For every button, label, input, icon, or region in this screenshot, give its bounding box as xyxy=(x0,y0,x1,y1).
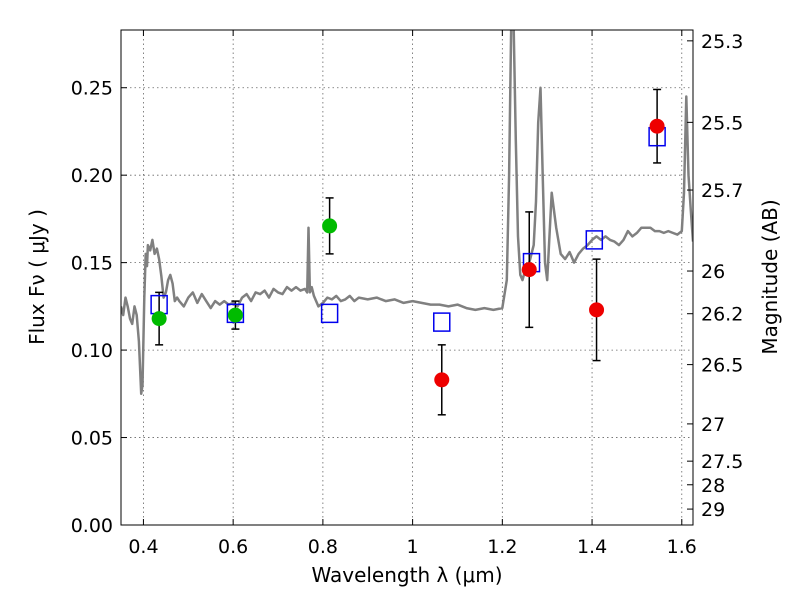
mag-tick-label: 26.2 xyxy=(701,304,743,326)
model-spectrum-line xyxy=(121,30,693,396)
green-data-point xyxy=(227,307,243,323)
mag-tick-label: 29 xyxy=(701,499,725,521)
plot-area xyxy=(121,30,693,416)
x-tick-label: 0.8 xyxy=(308,536,338,558)
green-data-point xyxy=(322,218,338,234)
mag-tick-label: 27 xyxy=(701,414,725,436)
x-tick-label: 0.4 xyxy=(128,536,158,558)
x-axis-title: Wavelength λ (μm) xyxy=(311,563,502,587)
grid xyxy=(121,30,693,526)
y-tick-label: 0.00 xyxy=(71,515,113,537)
mag-tick-label: 26 xyxy=(701,261,725,283)
x-tick-label: 1.2 xyxy=(487,536,517,558)
red-data-point xyxy=(434,372,450,388)
y-tick-label: 0.20 xyxy=(71,165,113,187)
axis-ticks: 0.4 0.6 0.8 1 1.2 1.4 1.6 0.00 0.05 0.10 0.15 0.20 0… xyxy=(71,30,743,558)
model-photometry-point xyxy=(585,230,604,250)
y-tick-label: 0.10 xyxy=(71,340,113,362)
model-photometry-point xyxy=(433,312,451,332)
mag-tick-label: 25.7 xyxy=(701,180,743,202)
mag-tick-label: 25.5 xyxy=(701,112,743,134)
y2-axis-title: Magnitude (AB) xyxy=(758,199,782,354)
mag-tick-label: 28 xyxy=(701,475,725,497)
red-data-point xyxy=(649,118,665,134)
mag-tick-label: 25.3 xyxy=(701,31,743,53)
y-tick-label: 0.05 xyxy=(71,428,113,450)
green-data-point xyxy=(151,311,167,327)
red-data-point xyxy=(521,262,537,278)
y-tick-label: 0.25 xyxy=(71,78,113,100)
x-tick-label: 1 xyxy=(407,536,419,558)
x-tick-label: 1.4 xyxy=(577,536,607,558)
y-axis-title: Flux Fν ( μJy ) xyxy=(25,209,49,345)
plot-frame xyxy=(120,29,694,526)
mag-tick-label: 27.5 xyxy=(701,451,743,473)
mag-tick-label: 26.5 xyxy=(701,355,743,377)
x-tick-label: 0.6 xyxy=(218,536,248,558)
red-data-point xyxy=(589,302,605,318)
y-tick-label: 0.15 xyxy=(71,253,113,275)
x-tick-label: 1.6 xyxy=(667,536,697,558)
model-photometry-point xyxy=(320,303,339,324)
